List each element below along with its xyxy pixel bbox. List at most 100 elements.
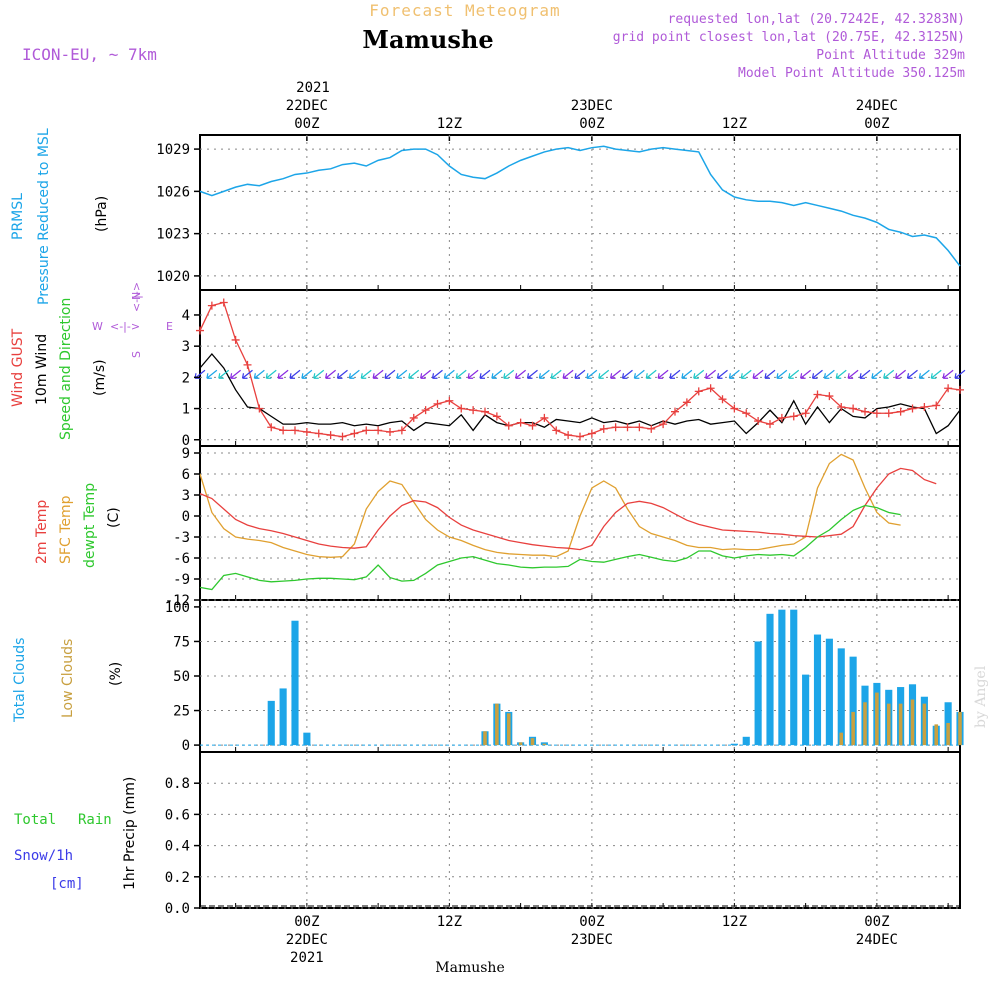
gust-point	[718, 395, 727, 404]
gust-point	[706, 384, 715, 393]
total-cloud-bar	[813, 634, 822, 746]
ytick-label: 4	[182, 308, 190, 324]
wind-arrow-icon	[918, 369, 930, 379]
gust-point	[255, 404, 264, 413]
ytick-label: 1023	[156, 227, 190, 243]
ytick-label: 1026	[156, 184, 190, 200]
low-cloud-bar	[495, 703, 499, 746]
low-cloud-bar	[910, 699, 915, 746]
wind-arrow-icon	[764, 369, 776, 379]
top-time-label: 12Z	[437, 116, 462, 132]
compass-arrows-ns: <-|->	[130, 282, 143, 312]
top-time-label: 22DEC	[286, 98, 328, 114]
gust-point	[682, 398, 691, 407]
dewpt-line	[199, 504, 901, 591]
total-cloud-bar	[778, 609, 786, 746]
bottom-time-label: 2021	[290, 950, 324, 966]
gust-point	[932, 401, 941, 410]
wind-arrow-icon	[669, 369, 681, 379]
chart-marks	[195, 146, 966, 907]
wind-arrow-icon	[384, 369, 396, 379]
gust-point	[504, 421, 513, 430]
wind-arrow-icon	[503, 369, 515, 379]
low-clouds-label: Low Clouds	[60, 639, 76, 718]
gust-point	[659, 420, 668, 429]
top-time-label: 12Z	[722, 116, 747, 132]
gust-point	[231, 335, 240, 344]
panel-frames	[199, 134, 961, 909]
gust-point	[920, 403, 929, 411]
gust-point	[671, 407, 679, 416]
low-cloud-bar	[542, 743, 547, 746]
gust-label: Wind GUST	[10, 328, 26, 407]
ytick-label: 2	[182, 370, 190, 386]
bottom-time-label: 23DEC	[571, 932, 613, 948]
gust-point	[908, 404, 917, 413]
ytick-label: -9	[173, 572, 190, 588]
gust-point	[528, 421, 537, 430]
ytick-label: 9	[182, 446, 190, 462]
top-time-label: 00Z	[579, 116, 604, 132]
low-cloud-bar	[922, 703, 927, 746]
wind-arrow-icon	[562, 369, 574, 379]
gust-point	[849, 404, 858, 413]
supertitle: Forecast Meteogram	[369, 1, 560, 20]
wind-arrow-icon	[716, 369, 728, 379]
bottom-time-label: 22DEC	[286, 932, 328, 948]
precip-labels: Total Rain Snow/1h [cm] 1hr Precip (mm)	[14, 777, 138, 892]
wind-arrow-icon	[336, 369, 348, 379]
low-cloud-bar	[886, 703, 891, 746]
pressure-label-long: Pressure Reduced to MSL	[36, 128, 52, 305]
gust-point	[884, 409, 893, 418]
wind-arrow-icon	[206, 369, 218, 379]
wind-arrow-icon	[752, 369, 764, 379]
gust-point	[350, 429, 359, 438]
low-cloud-bar	[863, 702, 867, 746]
total-cloud-bar	[279, 688, 287, 746]
t2m-line	[199, 467, 937, 551]
low-cloud-bar	[839, 732, 844, 746]
gust-point	[243, 360, 252, 369]
gust-point	[599, 424, 608, 433]
total-clouds-label: Total Clouds	[12, 638, 28, 723]
wind-arrow-icon	[396, 369, 408, 379]
total-label: Total	[14, 812, 56, 828]
gust-point	[730, 404, 739, 413]
bottom-time-label: 12Z	[437, 914, 462, 930]
gust-point	[564, 431, 573, 440]
model-label: ICON-EU, ~ 7km	[22, 45, 157, 64]
gust-point	[196, 326, 204, 335]
wind-arrow-icon	[265, 369, 277, 379]
gust-point	[433, 399, 442, 408]
total-cloud-bar	[825, 638, 833, 746]
ytick-label: 3	[182, 488, 190, 504]
compass-east: E	[166, 320, 173, 333]
wind-arrow-icon	[253, 369, 265, 379]
watermark: by Angel	[973, 665, 989, 728]
low-cloud-bar	[506, 713, 511, 746]
gust-point	[944, 384, 953, 393]
ytick-label: -3	[173, 530, 190, 546]
gust-point	[777, 413, 786, 422]
wind-unit: (m/s)	[92, 359, 108, 396]
wind-arrow-icon	[740, 369, 752, 379]
gust-point	[409, 413, 418, 422]
wind-arrow-icon	[455, 369, 467, 379]
compass-arrows-we: <-|->	[110, 320, 140, 333]
total-cloud-bar	[849, 656, 857, 746]
wind-arrow-icon	[835, 369, 847, 379]
gust-point	[825, 392, 834, 401]
top-time-label: 00Z	[294, 116, 319, 132]
gust-point	[813, 390, 822, 399]
wind-arrow-icon	[610, 369, 621, 379]
wind-arrow-icon	[633, 369, 645, 379]
gust-point	[362, 426, 371, 435]
gust-point	[837, 403, 846, 411]
cloud-labels: Total Clouds Low Clouds (%)	[12, 638, 124, 723]
wind-arrow-icon	[811, 369, 823, 379]
gust-point	[338, 432, 347, 441]
ytick-label: 75	[173, 634, 190, 650]
wind-arrow-icon	[574, 369, 586, 379]
footer-location: Mamushe	[435, 960, 504, 976]
